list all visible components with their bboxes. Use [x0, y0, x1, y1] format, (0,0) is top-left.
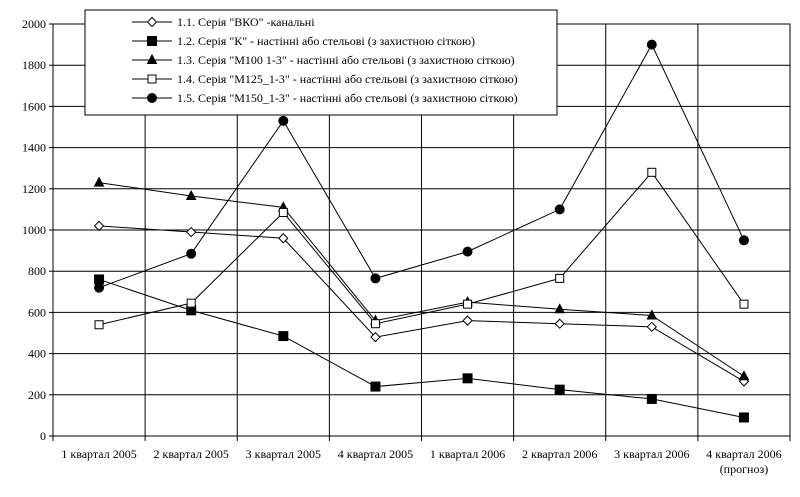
data-point — [370, 331, 381, 343]
data-point — [647, 167, 657, 177]
y-tick-label: 1600 — [22, 99, 46, 113]
y-tick-label: 200 — [28, 388, 46, 402]
legend-label: 1.4. Серія "М125_1-3" - настінні або сте… — [177, 72, 518, 86]
y-tick-label: 2000 — [22, 17, 46, 31]
series-line — [98, 278, 745, 418]
data-point — [186, 248, 197, 259]
y-tick-label: 1800 — [22, 58, 46, 72]
data-point — [93, 220, 105, 232]
legend-label: 1.2. Серія "К" - настінні або стельові (… — [177, 34, 475, 48]
legend-item: 1.4. Серія "М125_1-3" - настінні або сте… — [132, 72, 518, 86]
y-tick-label: 400 — [28, 347, 46, 361]
y-tick-label: 1000 — [22, 223, 46, 237]
legend-marker — [146, 53, 158, 64]
data-point — [278, 233, 289, 244]
x-tick-label: 1 квартал 2005 — [61, 447, 136, 461]
data-point — [93, 176, 105, 187]
legend-label: 1.3. Серія "М100 1-3" - настінні або сте… — [177, 53, 515, 67]
series-group — [93, 39, 750, 423]
data-point — [646, 309, 658, 320]
data-point — [646, 393, 657, 404]
data-point — [646, 321, 658, 333]
data-point — [462, 246, 473, 257]
legend-marker — [146, 16, 158, 28]
y-axis: 0 200 400 600 800 1000 1200 1400 1600 1800 2000 — [22, 17, 53, 443]
data-point — [462, 373, 473, 384]
series-line — [98, 182, 745, 377]
legend-marker — [147, 93, 157, 103]
legend: 1.1. Серія "ВКО" -канальні 1.2. Серія "К"… — [84, 9, 558, 116]
data-point — [738, 412, 749, 423]
y-tick-label: 1400 — [22, 141, 46, 155]
series-line — [98, 43, 745, 289]
data-point — [370, 319, 380, 329]
x-tick-label: 3 квартал 2006 — [614, 447, 689, 461]
y-tick-label: 0 — [40, 429, 46, 443]
legend-item: 1.3. Серія "М100 1-3" - настінні або сте… — [132, 53, 515, 67]
series-4 — [94, 167, 749, 330]
data-point — [94, 282, 105, 293]
x-tick-note: (прогноз) — [720, 462, 769, 476]
series-line — [99, 225, 745, 382]
data-point — [185, 226, 197, 238]
data-point — [278, 207, 288, 217]
y-tick-label: 800 — [28, 264, 46, 278]
data-point — [278, 115, 289, 126]
x-tick-label: 2 квартал 2005 — [154, 447, 229, 461]
data-point — [278, 331, 289, 342]
x-tick-label: 2 квартал 2006 — [522, 447, 597, 461]
data-point — [370, 273, 381, 284]
x-axis: 1 квартал 2005 2 квартал 2005 3 квартал 20… — [52, 436, 791, 476]
x-tick-label: 1 квартал 2006 — [430, 447, 505, 461]
legend-item: 1.1. Серія "ВКО" -канальні — [132, 15, 315, 29]
data-point — [646, 39, 657, 50]
series-1 — [93, 220, 750, 387]
data-point — [554, 303, 566, 314]
data-point — [554, 204, 565, 215]
data-point — [738, 370, 750, 381]
data-point — [555, 273, 565, 283]
data-point — [462, 315, 473, 326]
legend-label: 1.1. Серія "ВКО" -канальні — [177, 15, 315, 29]
data-point — [94, 274, 105, 285]
data-point — [370, 381, 381, 392]
series-line — [98, 171, 745, 326]
x-tick-label: 4 квартал 2005 — [338, 447, 413, 461]
legend-item: 1.5. Серія "М150_1-3" - настінні або сте… — [132, 91, 518, 105]
legend-marker — [147, 36, 157, 46]
legend-item: 1.2. Серія "К" - настінні або стельові (… — [132, 34, 475, 48]
data-point — [186, 298, 196, 308]
legend-marker — [147, 74, 157, 84]
data-point — [463, 299, 473, 309]
data-point — [554, 384, 565, 395]
data-point — [738, 235, 749, 246]
y-tick-label: 600 — [28, 305, 46, 319]
data-point — [185, 189, 197, 201]
x-tick-label: 4 квартал 2006 — [706, 447, 781, 461]
data-point — [739, 299, 749, 309]
series-5 — [94, 39, 749, 293]
data-point — [554, 318, 565, 329]
x-tick-label: 3 квартал 2005 — [246, 447, 321, 461]
series-2 — [94, 274, 749, 423]
legend-label: 1.5. Серія "М150_1-3" - настінні або сте… — [177, 91, 518, 105]
y-tick-label: 1200 — [22, 182, 46, 196]
data-point — [94, 320, 104, 330]
